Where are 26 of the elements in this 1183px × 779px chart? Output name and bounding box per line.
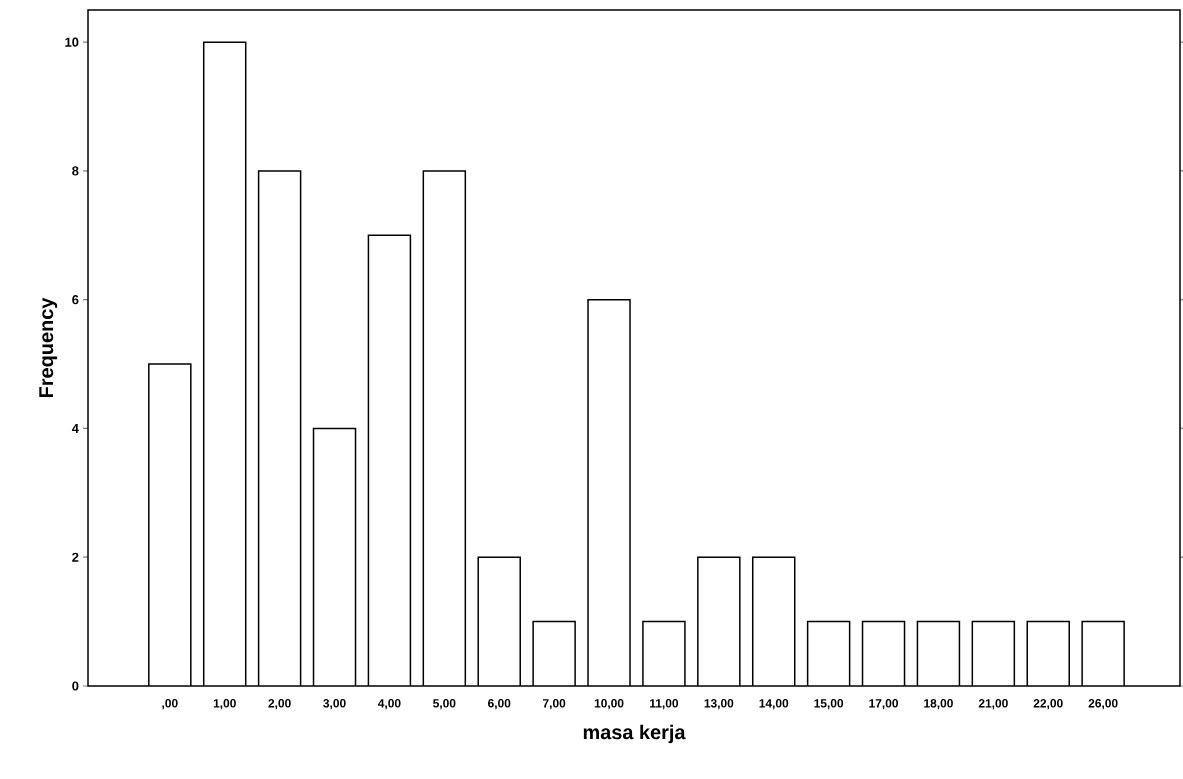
x-tick-label: 22,00: [1033, 699, 1063, 710]
x-tick-label: 18,00: [924, 699, 953, 710]
x-tick-label: 15,00: [814, 699, 844, 710]
x-tick-label: 26,00: [1088, 699, 1118, 710]
y-tick-label: 8: [72, 166, 79, 176]
x-tick-label: 7,00: [543, 699, 566, 710]
y-axis-title: Frequency: [39, 297, 58, 398]
x-tick-label: 4,00: [377, 699, 401, 710]
x-axis-title: masa kerja: [583, 724, 686, 744]
x-tick-label: 10,00: [594, 699, 624, 710]
x-tick-label: 5,00: [433, 699, 456, 710]
x-tick-label: ,00: [162, 699, 178, 710]
x-tick-label: 6,00: [488, 699, 511, 710]
x-tick-label: 21,00: [978, 699, 1008, 710]
x-tick-label: 2,00: [268, 699, 291, 710]
y-tick-label: 4: [71, 424, 79, 433]
x-tick-label: 17,00: [869, 699, 898, 710]
y-tick-label: 10: [65, 37, 79, 47]
y-tick-label: 0: [72, 681, 79, 691]
x-tick-label: 14,00: [759, 699, 789, 710]
y-tick-label: 2: [72, 552, 79, 562]
y-tick-label: 6: [72, 295, 79, 305]
x-tick-label: 3,00: [323, 699, 346, 710]
x-tick-label: 11,00: [650, 699, 679, 710]
x-tick-label: 1,00: [213, 699, 236, 710]
x-tick-label: 13,00: [704, 699, 734, 710]
